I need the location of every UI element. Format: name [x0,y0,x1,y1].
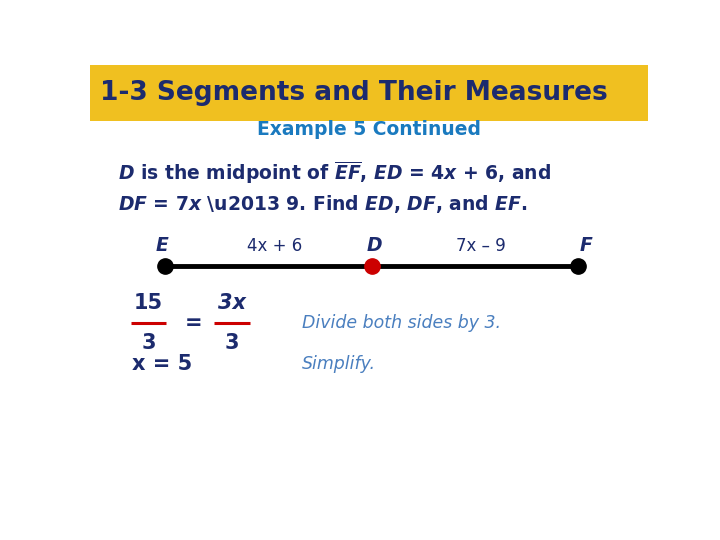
Text: $\bfit{E}$: $\bfit{E}$ [156,236,170,255]
Text: 1-3 Segments and Their Measures: 1-3 Segments and Their Measures [100,80,608,106]
Text: 4x + 6: 4x + 6 [246,237,302,255]
Text: =: = [184,313,202,333]
FancyBboxPatch shape [90,65,648,121]
Text: 3: 3 [225,333,240,353]
Text: Divide both sides by 3.: Divide both sides by 3. [302,314,501,332]
Text: $\bfit{DF}$ = 7$\bfit{x}$ \u2013 9. Find $\bfit{ED}$, $\bfit{DF}$, and $\bfit{EF: $\bfit{DF}$ = 7$\bfit{x}$ \u2013 9. Find… [118,193,528,215]
Text: $\bfit{F}$: $\bfit{F}$ [580,236,594,255]
Text: $\bfit{D}$: $\bfit{D}$ [366,236,383,255]
Text: x = 5: x = 5 [132,354,193,374]
Text: 15: 15 [134,293,163,313]
Text: Example 5 Continued: Example 5 Continued [257,120,481,139]
Text: 3: 3 [141,333,156,353]
Text: 7x – 9: 7x – 9 [456,237,505,255]
Text: Simplify.: Simplify. [302,355,376,373]
Text: $\bfit{D}$ is the midpoint of $\overline{\bfit{EF}}$, $\bfit{ED}$ = 4$\bfit{x}$ : $\bfit{D}$ is the midpoint of $\overline… [118,160,551,186]
Text: 3x: 3x [218,293,246,313]
